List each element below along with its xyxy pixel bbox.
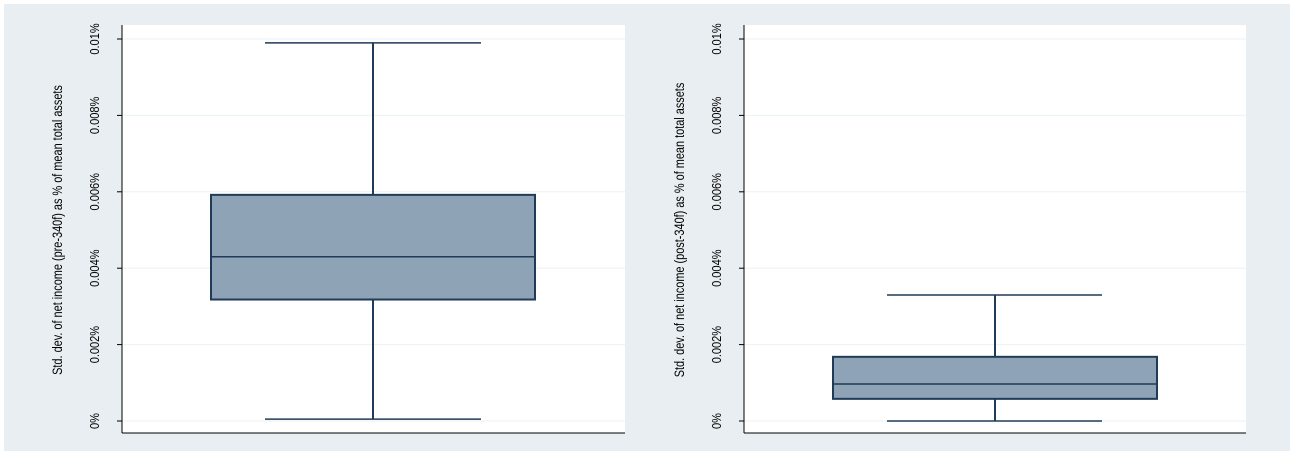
y-tick-label: 0.006% xyxy=(87,173,102,211)
y-axis-title: Std. dev. of net income (pre-340f) as % … xyxy=(50,85,66,375)
y-tick-label: 0.004% xyxy=(87,249,102,287)
y-tick-label: 0.01% xyxy=(709,23,724,55)
y-tick-label: 0% xyxy=(709,413,724,429)
chart-panel-1: 0% 0.002% 0.004% 0.006% 0.008% 0.01% Std. dev.… xyxy=(50,23,625,434)
y-tick-label: 0.01% xyxy=(87,23,102,55)
chart-panel-2: 0% 0.002% 0.004% 0.006% 0.008% 0.01% Std. dev.… xyxy=(672,23,1246,434)
y-tick-label: 0.008% xyxy=(709,96,724,134)
y-tick-label: 0.008% xyxy=(87,96,102,134)
y-axis-title: Std. dev. of net income (post-340f) as %… xyxy=(672,83,688,378)
iqr-box xyxy=(210,193,536,301)
y-tick-label: 0% xyxy=(87,413,102,429)
iqr-box xyxy=(832,355,1158,400)
y-tick-label: 0.004% xyxy=(709,249,724,287)
y-tick-label: 0.002% xyxy=(87,326,102,364)
y-tick-label: 0.002% xyxy=(709,326,724,364)
y-tick-label: 0.006% xyxy=(709,173,724,211)
